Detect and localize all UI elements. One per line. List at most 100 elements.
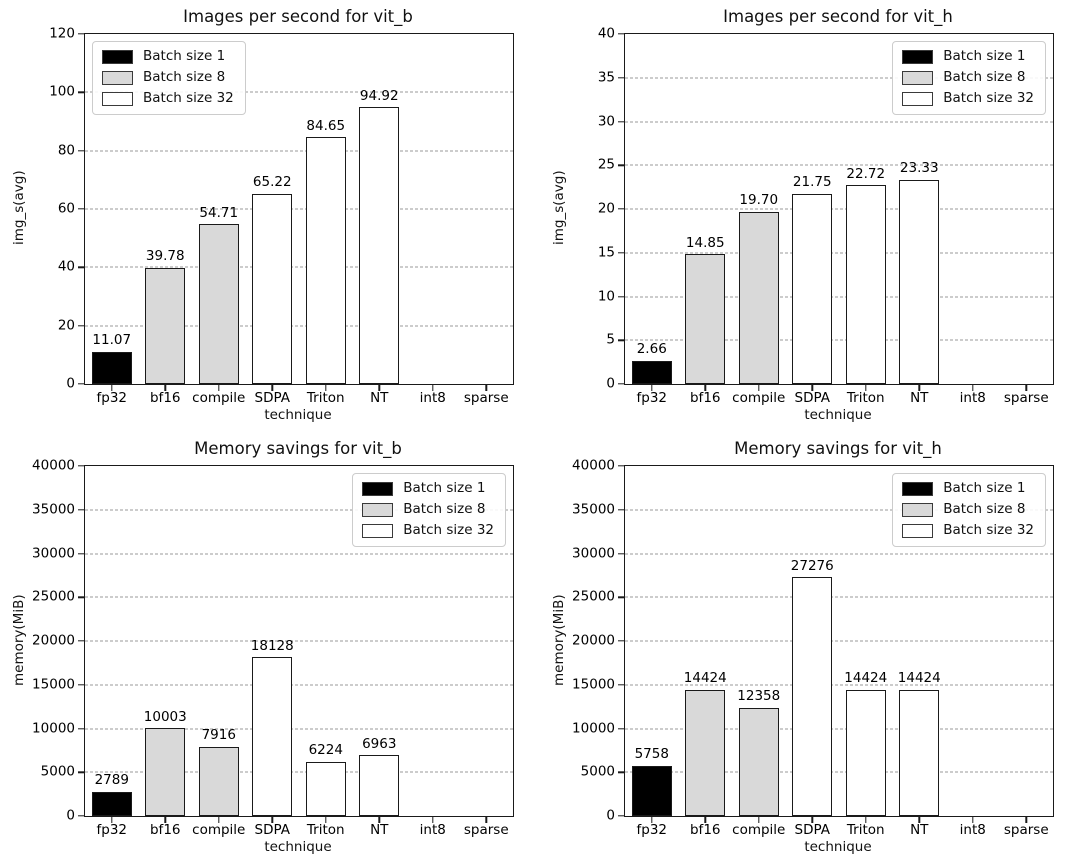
bar-value-label: 12358 [737,688,781,705]
x-tick-label: sparse [463,822,509,838]
legend-label: Batch size 1 [943,480,1026,497]
chart-images-per-second-vit_b: Images per second for vit_b img_s(avg) 0… [0,0,540,432]
legend-label: Batch size 8 [143,69,226,86]
y-tick-label: 20000 [32,632,75,649]
y-tick-label: 0 [66,807,75,824]
bar [252,193,293,384]
legend: Batch size 1 Batch size 8 Batch size 32 [892,41,1046,115]
bar [631,765,672,816]
x-tick-mark [378,384,380,391]
y-tick-label: 5000 [40,763,75,780]
y-tick-mark [618,383,625,385]
y-tick-mark [618,77,625,79]
y-tick-label: 60 [57,200,75,217]
y-tick-label: 20000 [572,632,615,649]
x-tick-label: NT [910,822,929,838]
x-tick-label: bf16 [689,822,721,838]
y-tick-mark [78,208,85,210]
grid-line [85,266,513,268]
bar [198,746,239,816]
grid-line [85,553,513,554]
x-tick-label: bf16 [149,822,181,838]
bar [145,728,186,816]
legend-item: Batch size 8 [102,71,234,85]
x-tick-label: sparse [1003,822,1049,838]
y-tick-mark [618,33,625,35]
legend-label: Batch size 32 [143,90,234,107]
bar-value-label: 18128 [250,637,294,654]
legend-item: Batch size 32 [902,524,1034,538]
y-tick-label: 30000 [32,544,75,561]
x-tick-mark [918,816,920,823]
bar-value-label: 65.22 [252,174,292,191]
y-tick-label: 40000 [572,457,615,474]
y-tick-mark [618,120,625,123]
y-tick-label: 120 [49,25,75,42]
legend: Batch size 1 Batch size 8 Batch size 32 [92,41,246,115]
y-tick-label: 10 [597,287,615,304]
legend-item: Batch size 8 [902,503,1034,517]
legend-item: Batch size 32 [102,92,234,106]
x-tick-mark [271,816,273,823]
x-tick-label: int8 [419,822,446,838]
legend-item: Batch size 8 [362,503,494,517]
x-tick-label: SDPA [254,390,290,406]
x-tick-mark [811,384,813,391]
x-tick-mark [865,816,867,823]
chart-images-per-second-vit_h: Images per second for vit_h img_s(avg) 0… [540,0,1080,432]
bar [305,761,346,816]
x-tick-label: SDPA [794,390,830,406]
bar [91,351,132,384]
x-tick-mark [811,816,813,823]
y-tick-label: 25 [597,156,615,173]
grid-line [625,553,1053,554]
x-tick-mark [651,816,653,823]
y-tick-mark [618,596,625,598]
grid-line [625,77,1053,79]
x-tick-label: int8 [959,390,986,406]
y-tick-label: 0 [66,375,75,392]
x-tick-mark [485,384,487,391]
x-tick-label: bf16 [689,390,721,406]
x-tick-label: NT [370,390,389,406]
y-tick-label: 100 [49,83,75,100]
grid-line [625,728,1053,729]
legend-swatch [102,92,133,106]
x-tick-mark [325,384,327,391]
x-axis-label: technique [804,839,872,855]
y-tick-mark [78,727,85,730]
x-axis-label: technique [264,407,332,423]
x-tick-label: fp32 [96,822,128,838]
y-tick-mark [618,684,625,686]
legend-label: Batch size 8 [943,69,1026,86]
x-axis-label: technique [804,407,872,423]
grid-line [625,164,1053,166]
x-tick-mark [218,384,220,391]
y-tick-mark [618,640,625,642]
x-tick-label: bf16 [149,390,181,406]
x-tick-mark [972,384,974,391]
bar [145,267,186,384]
bar-value-label: 6963 [362,735,397,752]
y-tick-label: 35000 [32,501,75,517]
grid-line [625,339,1053,341]
y-tick-mark [618,164,625,166]
y-tick-mark [78,266,85,269]
y-tick-mark [78,33,85,35]
y-tick-mark [618,771,625,773]
legend-swatch [902,482,934,496]
y-tick-label: 10000 [572,719,615,736]
x-axis-label: technique [264,839,332,855]
y-tick-mark [618,252,625,254]
y-tick-mark [78,596,85,598]
y-tick-mark [618,509,625,511]
bar-value-label: 2.66 [636,341,667,358]
bar-value-label: 14.85 [685,234,725,251]
x-tick-mark [271,384,273,391]
bar-value-label: 21.75 [792,174,832,191]
y-tick-mark [78,815,85,817]
y-tick-mark [78,684,85,686]
legend-label: Batch size 1 [943,48,1026,65]
x-tick-mark [651,384,653,391]
bar-value-label: 23.33 [899,160,939,177]
